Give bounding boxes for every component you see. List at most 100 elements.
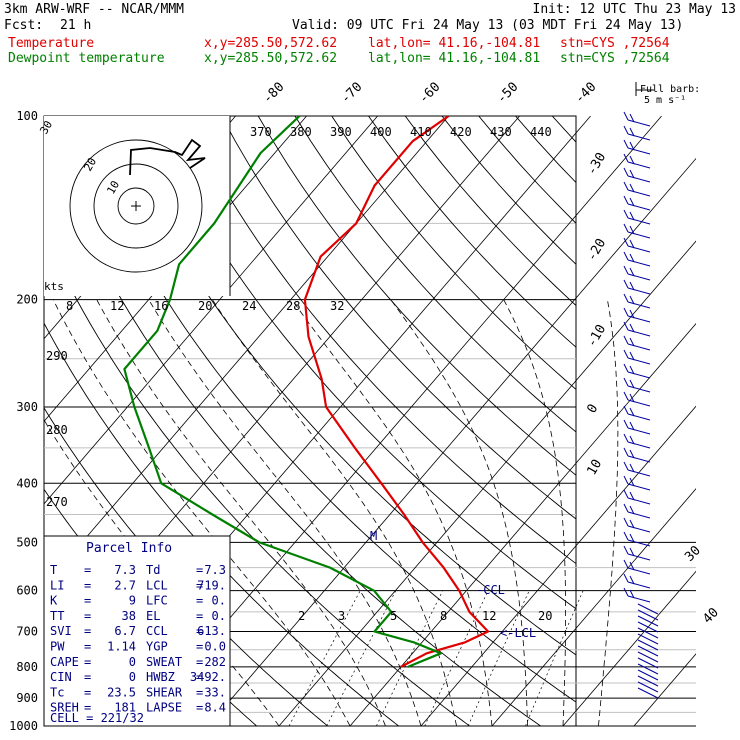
dewpoint-latlon: lat,lon= 41.16,-104.81 xyxy=(368,51,541,66)
barb-feather xyxy=(623,153,629,163)
parcel-cell: CELL = 221/32 xyxy=(50,711,144,725)
parcel-key: CCL xyxy=(146,624,168,638)
barb-feather xyxy=(629,239,635,249)
barb-feather xyxy=(629,281,635,291)
wind-barb xyxy=(623,251,651,267)
pressure-label-500: 500 xyxy=(16,535,38,549)
parcel-eq: = xyxy=(196,594,203,608)
dry-adiabat xyxy=(551,116,576,143)
dry-adiabat xyxy=(44,132,541,726)
pressure-label-700: 700 xyxy=(16,625,38,639)
mixing-ratio-line xyxy=(424,590,489,726)
moist-adiabat xyxy=(390,299,528,726)
barb-staff xyxy=(637,639,659,651)
barb-staff xyxy=(637,657,659,669)
hodograph-ring xyxy=(69,139,203,273)
wind-barb xyxy=(623,545,651,561)
barb-staff xyxy=(637,633,659,645)
kts-scale-label: 32 xyxy=(330,299,344,313)
dewpoint-xy: x,y=285.50,572.62 xyxy=(204,51,338,66)
parcel-key: HWBZ xyxy=(146,670,175,684)
kts-scale-label: 24 xyxy=(242,299,256,313)
mixing-ratio-lines xyxy=(288,590,584,726)
wind-barb xyxy=(623,405,651,421)
mixing-ratio-line xyxy=(288,590,361,726)
parcel-value: 6.7 xyxy=(114,624,136,638)
wind-barb xyxy=(623,125,651,141)
wind-barb xyxy=(623,559,651,575)
barb-staff xyxy=(627,259,651,267)
isotherm-label-right: 10 xyxy=(584,457,605,478)
hodograph-ring-label: 30 xyxy=(37,119,55,137)
parcel-value: 719. xyxy=(197,578,226,592)
wind-barb xyxy=(623,321,651,337)
wind-barb xyxy=(623,335,651,351)
parcel-eq: = xyxy=(196,685,203,699)
dewpoint-trace xyxy=(123,116,442,668)
temperature-xy: x,y=285.50,572.62 xyxy=(204,36,338,51)
parcel-key: Td xyxy=(146,563,160,577)
theta-label: 280 xyxy=(46,423,68,437)
theta-e-label: 420 xyxy=(450,125,472,139)
barb-feather xyxy=(629,379,635,389)
barb-feather xyxy=(629,561,635,571)
barb-staff xyxy=(637,675,659,687)
moist-adiabat xyxy=(211,299,457,726)
wind-barb xyxy=(623,489,651,505)
moist-adiabat xyxy=(96,299,386,726)
temperature-station: stn=CYS ,72564 xyxy=(560,36,670,51)
isotherm-label-top: -80 xyxy=(260,80,287,107)
barb-staff xyxy=(627,301,651,309)
temperature-trace xyxy=(303,116,490,668)
wind-barb xyxy=(623,195,651,211)
isotherm xyxy=(207,157,696,726)
parcel-key: SWEAT xyxy=(146,655,182,669)
dry-adiabat xyxy=(294,116,576,433)
barb-staff xyxy=(627,567,651,575)
dry-adiabat xyxy=(257,116,576,476)
mixing-ratio-line xyxy=(376,590,444,726)
mixing-ratio-label: 2 xyxy=(298,609,305,623)
parcel-eq: = xyxy=(84,609,91,623)
barb-feather xyxy=(623,209,629,219)
isotherm xyxy=(420,405,696,726)
parcel-eq: = xyxy=(196,670,203,684)
barb-staff xyxy=(637,651,659,663)
kts-scale-label: 12 xyxy=(110,299,124,313)
barb-staff xyxy=(627,287,651,295)
parcel-value: 1.14 xyxy=(107,640,136,654)
mixing-ratio-label: 3 xyxy=(338,609,345,623)
hodograph-ring-label: 10 xyxy=(104,179,122,197)
barb-feather xyxy=(623,391,629,401)
wind-barb xyxy=(623,153,651,169)
dry-adiabat xyxy=(331,116,576,390)
parcel-value: 282 xyxy=(204,655,226,669)
moist-adiabat xyxy=(291,299,493,726)
moist-adiabats xyxy=(44,299,619,726)
barb-staff xyxy=(637,687,659,699)
barb-staff xyxy=(627,133,651,141)
parcel-value: 0. xyxy=(212,594,226,608)
kts-scale-label: 8 xyxy=(66,299,73,313)
barb-staff xyxy=(627,203,651,211)
hodograph-trace xyxy=(129,138,206,176)
dry-adiabat xyxy=(221,116,576,520)
wind-barb xyxy=(623,349,651,365)
barb-feather xyxy=(623,489,629,499)
temperature-latlon: lat,lon= 41.16,-104.81 xyxy=(368,36,541,51)
barb-feather xyxy=(623,279,629,289)
lcl-label: <-LCL xyxy=(500,626,536,640)
wind-barb xyxy=(623,447,651,463)
parcel-info-panel xyxy=(43,535,231,727)
isotherm xyxy=(705,116,740,726)
barb-feather xyxy=(629,407,635,417)
barb-staff xyxy=(637,615,659,627)
barb-staff xyxy=(637,621,659,633)
barb-staff xyxy=(627,217,651,225)
parcel-eq: = xyxy=(84,624,91,638)
dry-adiabat xyxy=(74,116,576,703)
dewpoint-station: stn=CYS ,72564 xyxy=(560,51,670,66)
parcel-value: 23.5 xyxy=(107,685,136,699)
parcel-info-title: Parcel Info xyxy=(86,541,172,556)
dry-adiabat xyxy=(184,116,576,565)
